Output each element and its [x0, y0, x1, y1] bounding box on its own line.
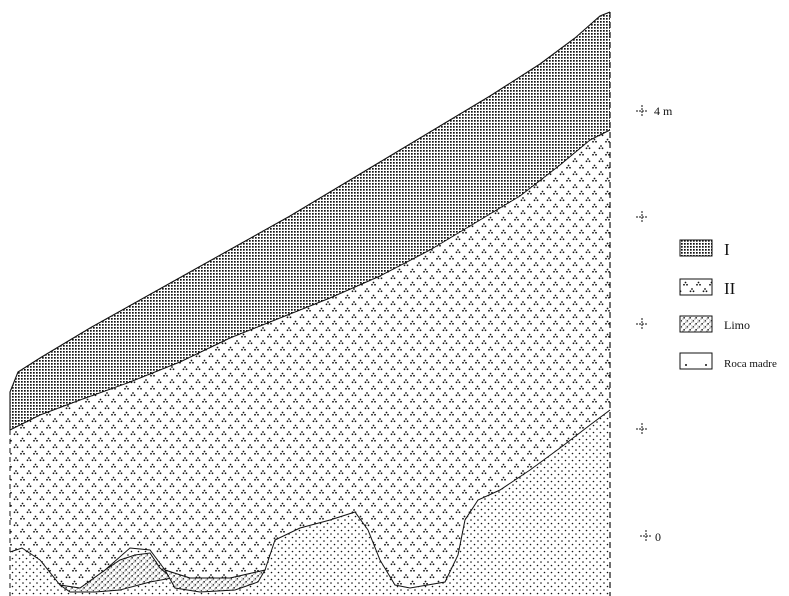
scale-bar: 4 m 0 — [636, 104, 673, 544]
layer-II — [10, 130, 610, 588]
scale-label: 0 — [655, 530, 661, 544]
legend-label: II — [724, 279, 736, 298]
legend-swatch-sparse-dots — [679, 352, 713, 370]
scale-tick — [636, 318, 648, 330]
scale-label: 4 m — [654, 104, 673, 118]
legend-label: Limo — [724, 318, 750, 332]
legend: I II Limo Roca madre — [679, 239, 777, 370]
legend-item-roca-madre: Roca madre — [679, 352, 777, 370]
legend-swatch-triangles — [679, 278, 713, 296]
layer-roca-madre — [10, 410, 610, 596]
legend-swatch-crosshatch — [679, 315, 713, 333]
scale-tick: 0 — [640, 530, 661, 544]
legend-label: Roca madre — [724, 358, 777, 370]
legend-item-II: II — [679, 278, 736, 298]
legend-item-limo: Limo — [679, 315, 750, 333]
scale-tick — [636, 211, 648, 223]
boundary-II-bedrock — [9, 409, 611, 589]
scale-tick — [636, 423, 648, 435]
legend-item-I: I — [679, 239, 730, 259]
boundary-I-II — [9, 129, 611, 431]
layer-I — [10, 12, 610, 430]
legend-swatch-dense-dots — [679, 239, 713, 257]
scale-tick: 4 m — [636, 104, 673, 118]
legend-label: I — [724, 240, 730, 259]
boundary-surface — [9, 11, 611, 430]
